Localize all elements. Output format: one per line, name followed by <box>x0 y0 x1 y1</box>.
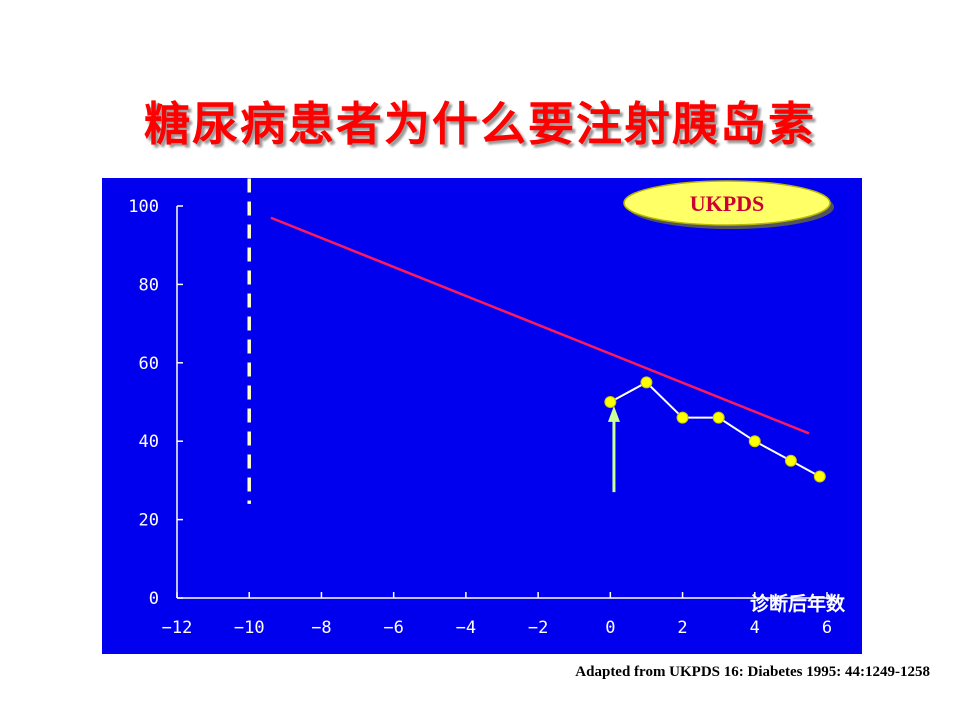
x-tick-label: 6 <box>822 618 832 638</box>
x-axis-label: 诊断后年数 <box>750 592 846 615</box>
x-tick-label: 4 <box>750 618 760 638</box>
x-tick-label: −10 <box>234 618 265 638</box>
y-tick-label: 40 <box>139 432 159 452</box>
x-tick-label: −12 <box>162 618 193 638</box>
slide-title: 糖尿病患者为什么要注射胰岛素 <box>144 97 816 151</box>
y-tick-label: 0 <box>149 589 159 609</box>
x-tick-label: −4 <box>456 618 476 638</box>
data-point <box>712 411 725 424</box>
arrow-head <box>607 405 620 422</box>
data-point <box>640 376 653 389</box>
axes <box>176 205 828 599</box>
x-tick-label: −8 <box>311 618 331 638</box>
y-tick-label: 60 <box>139 354 159 374</box>
chart-svg: 0 20 40 60 80 100 −12 −10 −8 −6 −4 −2 0 2 4 6 UKPDS 诊断后… <box>102 178 862 654</box>
chart-background <box>102 178 862 654</box>
x-tick-label: −2 <box>528 618 548 638</box>
data-point <box>676 411 689 424</box>
y-tick-label: 100 <box>128 197 159 217</box>
data-point <box>604 396 617 408</box>
chart-panel: 0 20 40 60 80 100 −12 −10 −8 −6 −4 −2 0 2 4 6 UKPDS 诊断后… <box>102 178 862 654</box>
annotations <box>247 178 620 504</box>
series <box>270 216 826 483</box>
badge-label: UKPDS <box>690 191 765 216</box>
citation: Adapted from UKPDS 16: Diabetes 1995: 44… <box>575 664 930 680</box>
data-point <box>748 435 761 448</box>
ukpds-badge: UKPDS <box>623 180 834 229</box>
badge-ellipse <box>623 180 831 226</box>
data-point <box>784 454 797 467</box>
y-tick-label: 80 <box>139 275 159 295</box>
y-tick-label: 20 <box>139 511 159 531</box>
tick-labels: 0 20 40 60 80 100 −12 −10 −8 −6 −4 −2 0 2 4 6 <box>128 197 832 638</box>
data-point <box>813 470 826 483</box>
x-tick-label: −6 <box>383 618 403 638</box>
x-tick-label: 0 <box>605 618 615 638</box>
x-tick-label: 2 <box>677 618 687 638</box>
trend-line <box>270 216 810 435</box>
